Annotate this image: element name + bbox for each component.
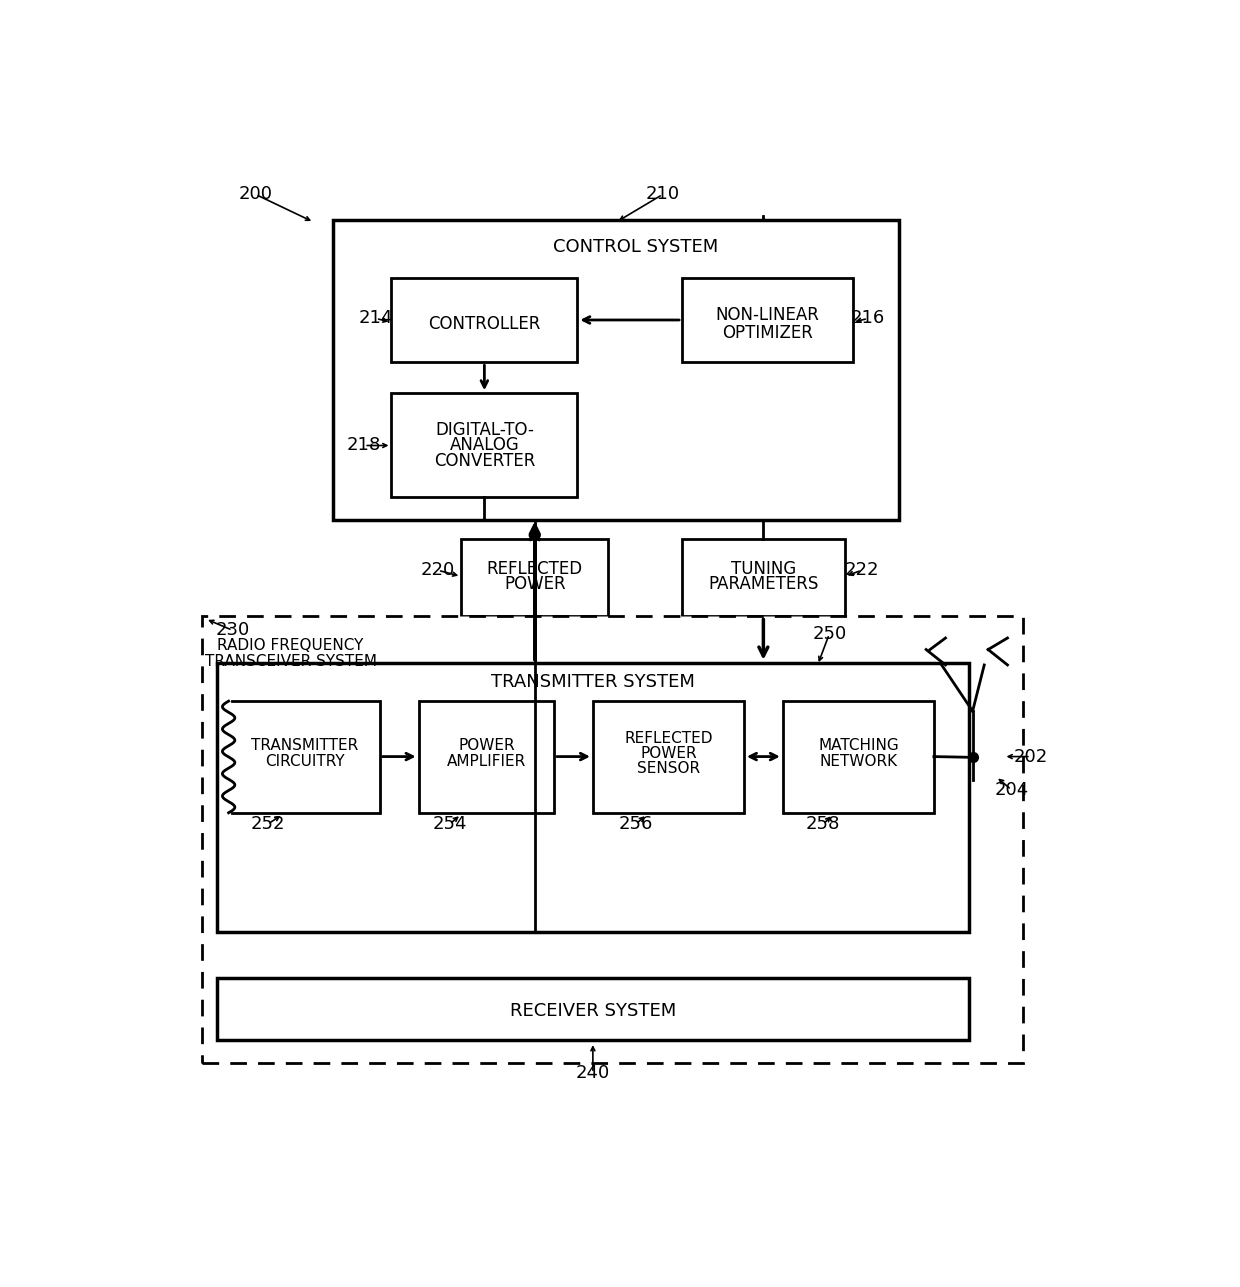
Bar [392,278,578,363]
Text: CONVERTER: CONVERTER [434,452,536,470]
Text: 204: 204 [994,781,1028,799]
Text: REFLECTED: REFLECTED [625,731,713,745]
Text: NON-LINEAR: NON-LINEAR [715,305,820,323]
Text: TRANSMITTER SYSTEM: TRANSMITTER SYSTEM [491,673,694,691]
Text: 210: 210 [646,185,680,203]
Bar [217,663,968,932]
Bar [334,220,899,520]
Text: 250: 250 [812,625,847,644]
Text: 240: 240 [575,1064,610,1082]
Text: 222: 222 [844,561,879,579]
Text: CONTROLLER: CONTROLLER [428,315,541,333]
Text: TRANSMITTER: TRANSMITTER [250,739,358,753]
Text: POWER: POWER [459,739,515,753]
Text: RECEIVER SYSTEM: RECEIVER SYSTEM [510,1001,676,1019]
Text: TUNING: TUNING [730,560,796,578]
Bar [593,701,744,813]
Bar [782,701,934,813]
Text: POWER: POWER [641,746,697,761]
Text: CONTROL SYSTEM: CONTROL SYSTEM [553,238,718,256]
Text: 200: 200 [239,185,273,203]
Text: RADIO FREQUENCY: RADIO FREQUENCY [217,638,363,654]
Text: TRANSCEIVER SYSTEM: TRANSCEIVER SYSTEM [205,654,377,669]
Text: DIGITAL-TO-: DIGITAL-TO- [435,421,533,439]
Bar [419,701,554,813]
Text: 230: 230 [216,622,249,640]
Text: 202: 202 [1013,748,1048,766]
Bar [461,539,609,616]
Text: 220: 220 [420,561,455,579]
Text: 252: 252 [250,816,285,834]
Text: MATCHING: MATCHING [818,739,899,753]
Text: 216: 216 [851,309,885,327]
Text: REFLECTED: REFLECTED [486,560,583,578]
Bar [201,616,1023,1063]
Text: OPTIMIZER: OPTIMIZER [722,324,812,342]
Text: PARAMETERS: PARAMETERS [708,575,818,593]
Bar [217,978,968,1040]
Text: 258: 258 [806,816,841,834]
Text: 214: 214 [358,309,393,327]
Text: POWER: POWER [503,575,565,593]
Bar [228,701,379,813]
Text: SENSOR: SENSOR [637,762,701,776]
Text: CIRCUITRY: CIRCUITRY [265,754,345,768]
Text: 254: 254 [433,816,466,834]
Text: AMPLIFIER: AMPLIFIER [448,754,526,768]
Text: NETWORK: NETWORK [820,754,898,768]
Text: 218: 218 [347,436,382,454]
Bar [682,539,844,616]
Text: ANALOG: ANALOG [449,436,520,454]
Bar [392,393,578,497]
Text: 256: 256 [619,816,652,834]
Bar [682,278,853,363]
